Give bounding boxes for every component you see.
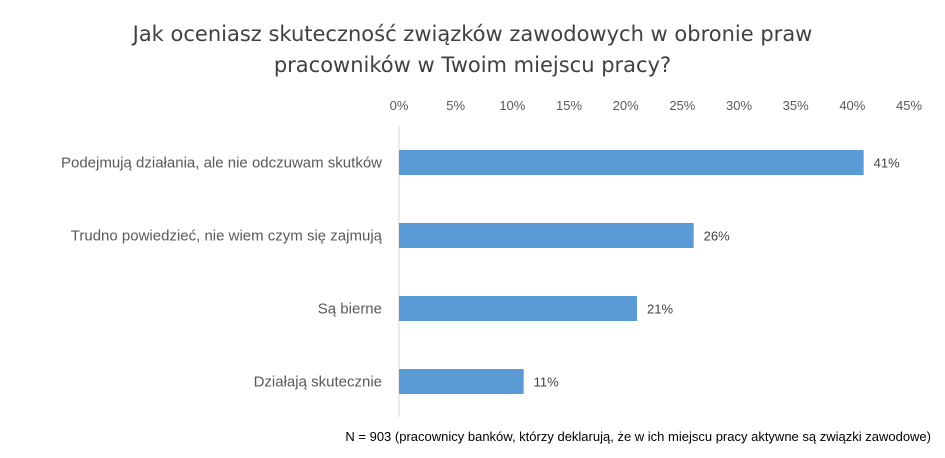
- x-tick-label: 5%: [446, 98, 465, 113]
- chart-footnote: N = 903 (pracownicy banków, którzy dekla…: [345, 429, 931, 444]
- bar: [399, 369, 524, 394]
- x-tick-label: 0%: [390, 98, 409, 113]
- category-label: Trudno powiedzieć, nie wiem czym się zaj…: [71, 228, 383, 245]
- data-label: 21%: [647, 302, 673, 317]
- x-tick-label: 20%: [613, 98, 639, 113]
- x-tick-label: 30%: [726, 98, 752, 113]
- category-label: Podejmują działania, ale nie odczuwam sk…: [61, 155, 382, 172]
- x-tick-label: 15%: [556, 98, 582, 113]
- bar: [399, 150, 864, 175]
- x-tick-label: 35%: [783, 98, 809, 113]
- data-label: 26%: [704, 229, 730, 244]
- chart-title-line-2: pracowników w Twoim miejscu pracy?: [273, 53, 672, 77]
- data-label: 41%: [874, 156, 900, 171]
- category-label: Są bierne: [318, 301, 382, 318]
- bar: [399, 296, 637, 321]
- x-tick-label: 25%: [669, 98, 695, 113]
- bar: [399, 223, 694, 248]
- category-label: Działają skutecznie: [254, 374, 382, 391]
- x-tick-label: 40%: [839, 98, 865, 113]
- x-tick-label: 10%: [499, 98, 525, 113]
- x-tick-label: 45%: [896, 98, 922, 113]
- data-label: 11%: [534, 375, 559, 390]
- chart-title-line-1: Jak oceniasz skuteczność związków zawodo…: [132, 22, 813, 46]
